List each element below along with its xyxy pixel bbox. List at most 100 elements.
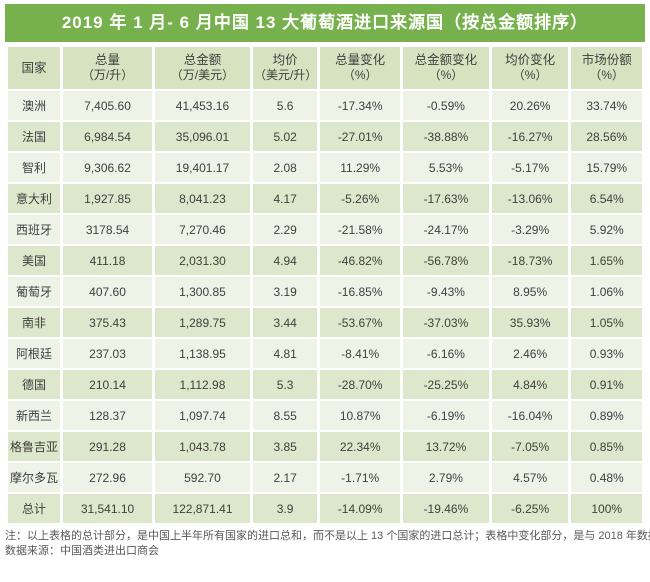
country-cell: 美国 [8, 246, 61, 275]
value-cell: 592.70 [154, 463, 250, 492]
page-title: 2019 年 1 月- 6 月中国 13 大葡萄酒进口来源国（按总金额排序） [5, 4, 645, 42]
value-cell: 1,112.98 [154, 370, 250, 399]
value-cell: -5.26% [320, 184, 401, 213]
footnote-text: 注：以上表格的总计部分，是中国上半年所有国家的进口总和，而不是以上 13 个国家… [5, 530, 650, 542]
value-cell: -25.25% [403, 370, 489, 399]
country-cell: 摩尔多瓦 [8, 463, 61, 492]
value-cell: 8.95% [491, 277, 569, 306]
country-cell: 总计 [8, 494, 61, 523]
value-cell: 2.08 [252, 153, 318, 182]
value-cell: 6,984.54 [63, 122, 152, 151]
value-cell: 3.9 [252, 494, 318, 523]
table-row: 智利 9,306.62 19,401.17 2.08 11.29% 5.53% -5.17%… [8, 153, 642, 182]
value-cell: -24.17% [403, 215, 489, 244]
value-cell: -6.19% [403, 401, 489, 430]
column-header-5: 总金额变化 （%） [403, 47, 489, 89]
value-cell: -14.09% [320, 494, 401, 523]
value-cell: 13.72% [403, 432, 489, 461]
value-cell: 4.17 [252, 184, 318, 213]
column-header-4: 总量变化 （%） [320, 47, 401, 89]
value-cell: 3.19 [252, 277, 318, 306]
value-cell: -7.05% [491, 432, 569, 461]
value-cell: 5.6 [252, 91, 318, 120]
value-cell: 8.55 [252, 401, 318, 430]
value-cell: 2.17 [252, 463, 318, 492]
column-header-6: 均价变化 （%） [491, 47, 569, 89]
value-cell: -3.29% [491, 215, 569, 244]
value-cell: 5.02 [252, 122, 318, 151]
value-cell: 122,871.41 [154, 494, 250, 523]
value-cell: -18.73% [491, 246, 569, 275]
value-cell: 2,031.30 [154, 246, 250, 275]
value-cell: 0.91% [571, 370, 642, 399]
country-cell: 新西兰 [8, 401, 61, 430]
value-cell: -56.78% [403, 246, 489, 275]
table-row: 摩尔多瓦 272.96 592.70 2.17 -1.71% 2.79% 4.57% 0.48… [8, 463, 642, 492]
table-row: 格鲁吉亚 291.28 1,043.78 3.85 22.34% 13.72% -7.05%… [8, 432, 642, 461]
value-cell: 3.44 [252, 308, 318, 337]
country-cell: 澳洲 [8, 91, 61, 120]
value-cell: -8.41% [320, 339, 401, 368]
value-cell: 8,041.23 [154, 184, 250, 213]
value-cell: -16.27% [491, 122, 569, 151]
value-cell: 2.46% [491, 339, 569, 368]
value-cell: -13.06% [491, 184, 569, 213]
value-cell: 1.05% [571, 308, 642, 337]
value-cell: -53.67% [320, 308, 401, 337]
value-cell: -37.03% [403, 308, 489, 337]
country-cell: 南非 [8, 308, 61, 337]
table-body: 澳洲 7,405.60 41,453.16 5.6 -17.34% -0.59% 20.26… [8, 91, 642, 523]
column-header-7: 市场份额 （%） [571, 47, 642, 89]
value-cell: 1,097.74 [154, 401, 250, 430]
value-cell: -0.59% [403, 91, 489, 120]
country-cell: 德国 [8, 370, 61, 399]
country-cell: 格鲁吉亚 [8, 432, 61, 461]
table-row-total: 总计 31,541.10 122,871.41 3.9 -14.09% -19.46% -6… [8, 494, 642, 523]
value-cell: 1,289.75 [154, 308, 250, 337]
value-cell: 2.29 [252, 215, 318, 244]
table-row: 阿根廷 237.03 1,138.95 4.81 -8.41% -6.16% 2.46% 0.… [8, 339, 642, 368]
column-header-3: 均价 （美元/升） [252, 47, 318, 89]
column-header-2: 总金额 （万/美元） [154, 47, 250, 89]
value-cell: -28.70% [320, 370, 401, 399]
value-cell: 11.29% [320, 153, 401, 182]
value-cell: 19,401.17 [154, 153, 250, 182]
country-cell: 葡萄牙 [8, 277, 61, 306]
value-cell: 41,453.16 [154, 91, 250, 120]
value-cell: 1,927.85 [63, 184, 152, 213]
value-cell: 1,138.95 [154, 339, 250, 368]
table-row: 法国 6,984.54 35,096.01 5.02 -27.01% -38.88% -16… [8, 122, 642, 151]
value-cell: 272.96 [63, 463, 152, 492]
value-cell: 0.48% [571, 463, 642, 492]
value-cell: 35.93% [491, 308, 569, 337]
value-cell: 128.37 [63, 401, 152, 430]
value-cell: 237.03 [63, 339, 152, 368]
value-cell: 4.57% [491, 463, 569, 492]
value-cell: 5.3 [252, 370, 318, 399]
value-cell: -1.71% [320, 463, 401, 492]
import-table: 国家 总量 （万/升） 总金额 （万/美元） 均价 （美元/升） 总量变化 （%） 总金额变化 （%… [5, 45, 645, 525]
country-cell: 西班牙 [8, 215, 61, 244]
value-cell: 4.94 [252, 246, 318, 275]
table-row: 意大利 1,927.85 8,041.23 4.17 -5.26% -17.63% -13.… [8, 184, 642, 213]
value-cell: -16.85% [320, 277, 401, 306]
value-cell: 0.89% [571, 401, 642, 430]
value-cell: -9.43% [403, 277, 489, 306]
value-cell: 0.85% [571, 432, 642, 461]
value-cell: 5.53% [403, 153, 489, 182]
footnotes: 注：以上表格的总计部分，是中国上半年所有国家的进口总和，而不是以上 13 个国家… [5, 529, 650, 560]
value-cell: 411.18 [63, 246, 152, 275]
value-cell: 210.14 [63, 370, 152, 399]
header-row: 国家 总量 （万/升） 总金额 （万/美元） 均价 （美元/升） 总量变化 （%） 总金额变化 （%… [8, 47, 642, 89]
table-row: 西班牙 3178.54 7,270.46 2.29 -21.58% -24.17% -3.2… [8, 215, 642, 244]
value-cell: 10.87% [320, 401, 401, 430]
value-cell: -17.63% [403, 184, 489, 213]
table-row: 美国 411.18 2,031.30 4.94 -46.82% -56.78% -18.73… [8, 246, 642, 275]
value-cell: 6.54% [571, 184, 642, 213]
column-header-0: 国家 [8, 47, 61, 89]
value-cell: 3178.54 [63, 215, 152, 244]
column-header-1: 总量 （万/升） [63, 47, 152, 89]
value-cell: -21.58% [320, 215, 401, 244]
value-cell: 3.85 [252, 432, 318, 461]
